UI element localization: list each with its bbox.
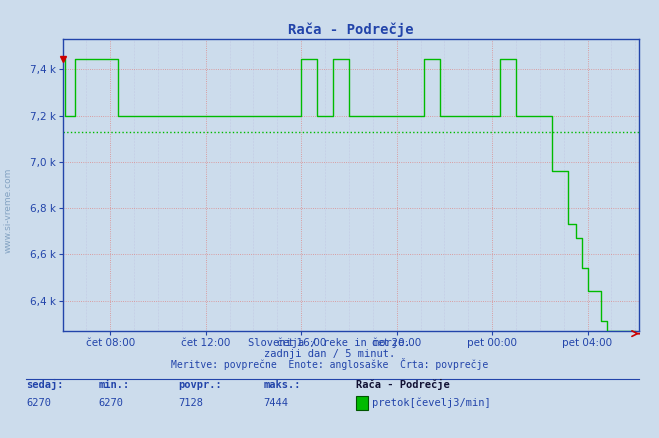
Text: 6270: 6270 [99, 399, 124, 409]
Text: pretok[čevelj3/min]: pretok[čevelj3/min] [372, 398, 491, 409]
Text: Rača - Podrečje: Rača - Podrečje [356, 378, 449, 390]
Text: povpr.:: povpr.: [178, 380, 221, 390]
Text: maks.:: maks.: [264, 380, 301, 390]
Text: sedaj:: sedaj: [26, 378, 64, 390]
Text: 7128: 7128 [178, 399, 203, 409]
Text: min.:: min.: [99, 380, 130, 390]
Text: Slovenija / reke in morje.: Slovenija / reke in morje. [248, 338, 411, 348]
Text: 7444: 7444 [264, 399, 289, 409]
Title: Rača - Podrečje: Rača - Podrečje [288, 22, 414, 37]
Text: Meritve: povprečne  Enote: anglosaške  Črta: povprečje: Meritve: povprečne Enote: anglosaške Črt… [171, 358, 488, 370]
Text: 6270: 6270 [26, 399, 51, 409]
Text: zadnji dan / 5 minut.: zadnji dan / 5 minut. [264, 349, 395, 359]
Text: www.si-vreme.com: www.si-vreme.com [3, 168, 13, 253]
